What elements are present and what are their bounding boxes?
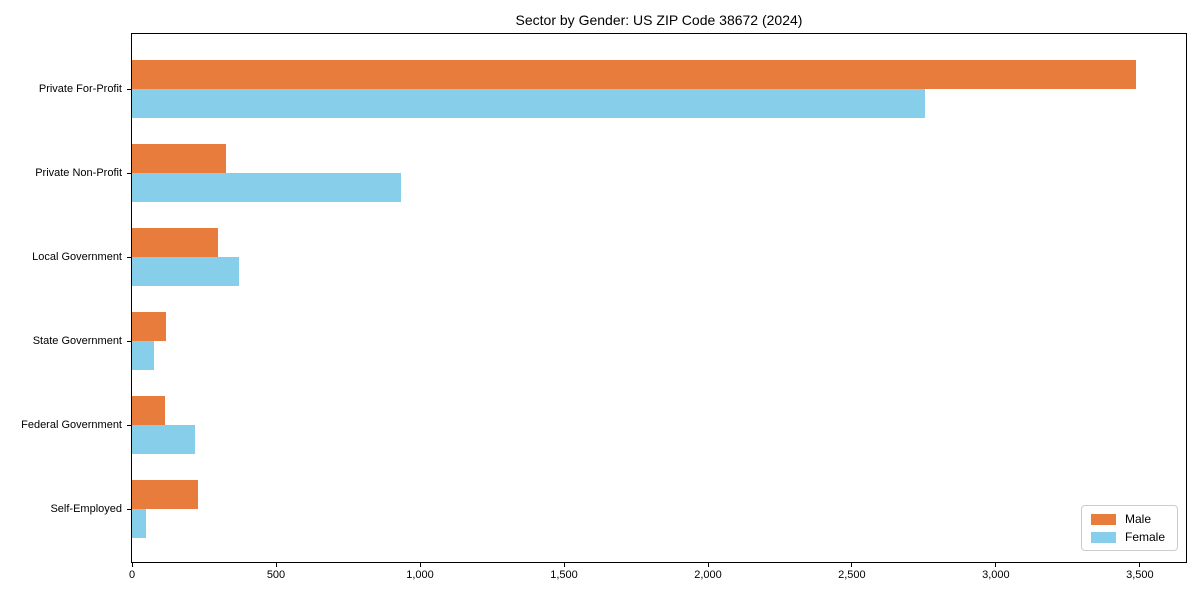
x-tick-mark xyxy=(707,563,709,567)
legend-item-female: Female xyxy=(1090,530,1165,544)
y-category-label-self-employed: Self-Employed xyxy=(50,503,122,515)
bar-male-private-non-profit xyxy=(132,144,226,173)
x-tick-label: 1,500 xyxy=(550,569,578,581)
x-tick-label: 2,500 xyxy=(838,569,866,581)
y-category-label-state-government: State Government xyxy=(32,335,122,347)
bar-female-private-non-profit xyxy=(132,173,402,202)
y-tick-mark xyxy=(127,425,131,426)
y-tick-mark xyxy=(127,341,131,342)
y-tick-mark xyxy=(127,509,131,510)
x-tick-label: 0 xyxy=(128,569,136,581)
bar-male-self-employed xyxy=(132,480,198,509)
y-tick-mark xyxy=(127,173,131,174)
y-tick-mark xyxy=(127,257,131,258)
x-tick-mark xyxy=(995,563,997,567)
x-tick-label: 3,500 xyxy=(1126,569,1154,581)
chart-title: Sector by Gender: US ZIP Code 38672 (202… xyxy=(515,12,803,28)
bar-male-state-government xyxy=(132,312,166,341)
y-category-label-private-for-profit: Private For-Profit xyxy=(38,83,122,95)
bar-male-local-government xyxy=(132,228,219,257)
x-tick-mark xyxy=(1139,563,1141,567)
x-tick-label: 1,000 xyxy=(406,569,434,581)
y-category-label-federal-government: Federal Government xyxy=(21,419,122,431)
legend-label-male: Male xyxy=(1124,512,1151,526)
x-tick-mark xyxy=(563,563,565,567)
y-category-label-private-non-profit: Private Non-Profit xyxy=(35,167,122,179)
y-category-label-local-government: Local Government xyxy=(32,251,122,263)
bar-female-local-government xyxy=(132,257,239,286)
bar-male-private-for-profit xyxy=(132,60,1136,89)
bar-female-self-employed xyxy=(132,509,146,538)
male-swatch xyxy=(1090,513,1116,525)
legend-item-male: Male xyxy=(1090,512,1165,526)
x-tick-label: 3,000 xyxy=(982,569,1010,581)
x-tick-mark xyxy=(275,563,277,567)
x-tick-label: 2,000 xyxy=(694,569,722,581)
female-swatch xyxy=(1090,531,1116,543)
plot-area: Male Female xyxy=(131,33,1187,563)
legend: Male Female xyxy=(1080,505,1178,551)
x-tick-mark xyxy=(419,563,421,567)
y-tick-mark xyxy=(127,89,131,90)
x-tick-label: 500 xyxy=(266,569,286,581)
x-tick-mark xyxy=(851,563,853,567)
bar-male-federal-government xyxy=(132,396,166,425)
bar-female-federal-government xyxy=(132,425,196,454)
legend-label-female: Female xyxy=(1124,530,1165,544)
bar-female-state-government xyxy=(132,341,154,370)
x-tick-mark xyxy=(131,563,133,567)
bar-female-private-for-profit xyxy=(132,89,926,118)
